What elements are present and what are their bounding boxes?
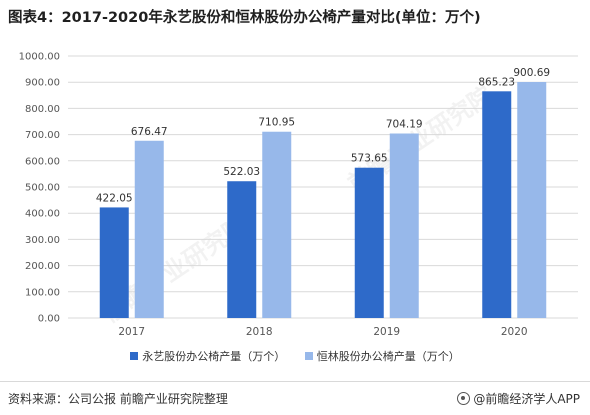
source-note: 资料来源：公司公报 前瞻产业研究院整理	[8, 392, 228, 406]
x-tick-label: 2017	[118, 326, 145, 338]
brand-label: @前瞻经济学人APP	[473, 392, 580, 406]
data-label-series-1-2020: 865.23	[478, 76, 515, 88]
chart-title: 图表4：2017-2020年永艺股份和恒林股份办公椅产量对比(单位：万个)	[8, 10, 481, 26]
data-label-series-1-2017: 422.05	[96, 192, 133, 204]
y-tick-label: 100.00	[25, 287, 60, 298]
bar-series-2-2020	[517, 82, 547, 318]
x-tick-label: 2018	[246, 326, 273, 338]
data-labels: 422.05 676.47 522.03 710.95 573.65 704.19 865.…	[96, 67, 550, 204]
legend-item-series-1: 永艺股份办公椅产量（万个）	[130, 348, 285, 364]
data-label-series-1-2018: 522.03	[223, 166, 260, 178]
data-label-series-2-2018: 710.95	[258, 117, 295, 129]
x-tick-label: 2020	[501, 326, 528, 338]
legend-swatch-series-2	[304, 352, 313, 360]
legend-swatch-series-1	[130, 352, 139, 360]
y-tick-label: 500.00	[25, 183, 60, 194]
bar-series-2-2017	[134, 140, 164, 318]
x-axis-ticks: 2017 2018 2019 2020	[118, 326, 527, 338]
y-tick-label: 400.00	[25, 209, 60, 220]
y-tick-label: 200.00	[25, 261, 60, 272]
y-tick-label: 0.00	[38, 314, 60, 325]
y-tick-label: 300.00	[25, 235, 60, 246]
data-label-series-2-2020: 900.69	[513, 67, 550, 79]
legend-item-series-2: 恒林股份办公椅产量（万个）	[304, 348, 460, 364]
legend-label-series-1: 永艺股份办公椅产量（万个）	[142, 350, 286, 363]
y-tick-label: 700.00	[25, 130, 60, 141]
y-axis-ticks: 0.00 100.00 200.00 300.00 400.00 500.00 600.00…	[19, 52, 60, 325]
data-label-series-2-2019: 704.19	[386, 119, 423, 131]
brand-logo-icon	[457, 392, 471, 405]
legend: 永艺股份办公椅产量（万个） 恒林股份办公椅产量（万个）	[0, 348, 590, 366]
bar-chart: 0.00 100.00 200.00 300.00 400.00 500.00 600.00…	[19, 52, 578, 338]
legend-label-series-2: 恒林股份办公椅产量（万个）	[316, 350, 460, 363]
bar-series-1-2018	[227, 181, 257, 318]
y-tick-label: 800.00	[25, 104, 60, 115]
chart-area: 0.00 100.00 200.00 300.00 400.00 500.00 600.00…	[0, 40, 590, 380]
data-label-series-1-2019: 573.65	[351, 153, 388, 165]
y-tick-label: 600.00	[25, 156, 60, 167]
y-tick-label: 900.00	[25, 78, 60, 89]
bar-series-2-2018	[262, 131, 292, 318]
x-tick-label: 2019	[373, 326, 400, 338]
bars	[99, 82, 547, 318]
data-label-series-2-2017: 676.47	[131, 126, 168, 138]
bar-series-1-2020	[482, 91, 512, 318]
brand: @前瞻经济学人APP	[457, 390, 580, 407]
y-tick-label: 1000.00	[19, 52, 60, 63]
bar-series-2-2019	[389, 133, 419, 318]
bar-series-1-2019	[354, 167, 384, 318]
bar-series-1-2017	[99, 207, 129, 318]
footer: 资料来源：公司公报 前瞻产业研究院整理 @前瞻经济学人APP	[0, 381, 590, 415]
